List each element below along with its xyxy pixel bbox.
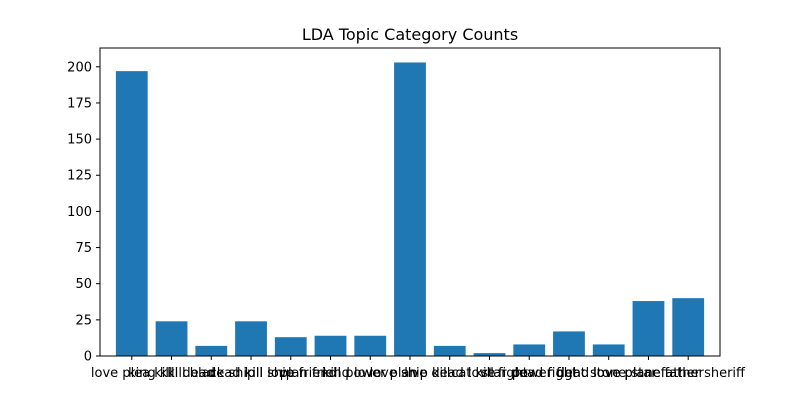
y-tick-label: 125: [67, 169, 92, 184]
x-tick-label: love plane father: [593, 366, 704, 381]
x-tick-label: kill love friend: [245, 366, 337, 381]
y-tick-label: 50: [75, 277, 92, 292]
bar-9: [433, 345, 466, 356]
chart-title: LDA Topic Category Counts: [302, 25, 518, 44]
bar-15: [672, 298, 705, 356]
bar-11: [513, 344, 546, 356]
bar-5: [274, 337, 307, 356]
x-tick-label: plan friend love: [280, 366, 382, 381]
x-tick-label: live dead love: [404, 366, 495, 381]
y-axis: 0 25 50 75 100 125 150 175 200: [67, 60, 100, 365]
y-tick-label: 175: [67, 96, 92, 111]
x-tick-label: star dead fight: [481, 366, 577, 381]
bar-13: [592, 344, 625, 356]
y-tick-label: 200: [67, 60, 92, 75]
bar-4: [235, 321, 267, 356]
bar-2: [155, 321, 188, 356]
x-tick-label: kill power plan: [323, 366, 418, 381]
y-tick-label: 25: [75, 313, 92, 328]
bar-8: [394, 62, 426, 357]
bar-10: [473, 353, 506, 356]
y-tick-label: 100: [67, 205, 92, 220]
bar-7: [354, 335, 387, 356]
x-tick-label: king kill dead: [128, 366, 215, 381]
y-tick-label: 150: [67, 133, 92, 148]
x-tick-label: love plea kill: [91, 366, 173, 381]
x-tick-label: cat kill fight: [451, 366, 528, 381]
x-tick-label: star father sheriff: [631, 366, 746, 381]
bars: [115, 62, 705, 357]
x-tick-label: dead kill ship: [208, 366, 294, 381]
bar-3: [195, 345, 228, 356]
bar-1: [115, 71, 148, 357]
bar-6: [314, 335, 347, 356]
plot-area: 0 25 50 75 100 125 150 175 200 love plea killkin…: [67, 47, 746, 381]
y-tick-label: 0: [84, 350, 92, 365]
bar-12: [553, 331, 585, 356]
plot-frame: [99, 47, 721, 357]
bar-14: [632, 301, 665, 356]
x-tick-label: love ship kill: [370, 366, 451, 381]
y-tick-label: 75: [75, 241, 92, 256]
x-tick-label: dead love plane: [557, 366, 661, 381]
x-tick-label: kill black ship: [167, 366, 255, 381]
x-tick-label: power fight stone: [512, 366, 626, 381]
